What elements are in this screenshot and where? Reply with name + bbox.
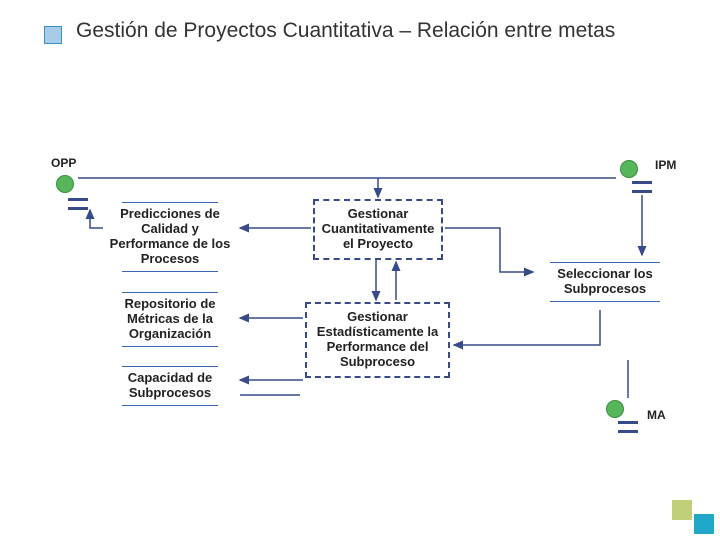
box-gestionar-cuant-text: Gestionar Cuantitativamente el Proyecto [322, 206, 435, 251]
node-ma [606, 400, 624, 418]
node-ipm [620, 160, 638, 178]
block-seleccionar: Seleccionar los Subprocesos [535, 258, 675, 306]
box-gestionar-estad-text: Gestionar Estadísticamente la Performanc… [317, 309, 438, 369]
box-gestionar-estad: Gestionar Estadísticamente la Performanc… [305, 302, 450, 378]
block-repositorio: Repositorio de Métricas de la Organizaci… [105, 288, 235, 351]
node-opp [56, 175, 74, 193]
label-ma: MA [647, 408, 666, 422]
node-ma-eq [618, 421, 638, 433]
corner-square-2 [694, 514, 714, 534]
block-predicciones-text: Predicciones de Calidad y Performance de… [110, 206, 231, 266]
block-capacidad-text: Capacidad de Subprocesos [128, 370, 213, 400]
node-opp-eq [68, 198, 88, 210]
corner-square-1 [672, 500, 692, 520]
label-opp: OPP [51, 156, 76, 170]
block-capacidad: Capacidad de Subprocesos [105, 362, 235, 410]
page-title: Gestión de Proyectos Cuantitativa – Rela… [76, 18, 636, 44]
title-icon [44, 26, 62, 44]
block-seleccionar-text: Seleccionar los Subprocesos [557, 266, 652, 296]
node-ipm-eq [632, 181, 652, 193]
box-gestionar-cuant: Gestionar Cuantitativamente el Proyecto [313, 199, 443, 260]
block-repositorio-text: Repositorio de Métricas de la Organizaci… [124, 296, 215, 341]
label-ipm: IPM [655, 158, 676, 172]
block-predicciones: Predicciones de Calidad y Performance de… [105, 198, 235, 276]
